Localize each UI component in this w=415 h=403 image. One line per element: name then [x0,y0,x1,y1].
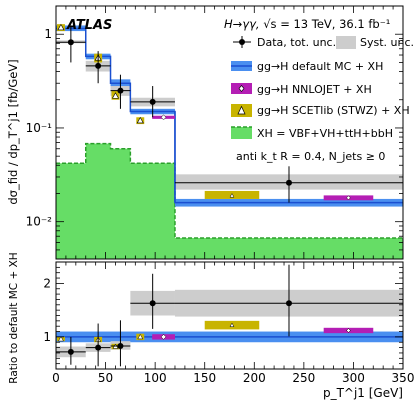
data-point-3 [149,98,156,105]
process-decay: H→γγ, [224,17,260,31]
top-panel: 1 10⁻¹ 10⁻² [26,5,404,260]
experiment-label: ATLAS [66,18,112,33]
ratio-nnlojet-marker [160,334,167,340]
process-lumi: 36.1 fb⁻¹ [339,17,390,31]
y-tick-label-top: 10⁻¹ [26,121,53,135]
y-axis-title-bottom: Ratio to default MC + XH [8,252,20,383]
jet-selection-label: anti k_t R = 0.4, N_jets ≥ 0 [236,150,385,163]
x-tick-label: 350 [392,371,415,385]
legend-label-xh: XH = VBF+VH+ttH+bbH [257,127,393,140]
ratio-data-point-4 [285,300,292,307]
y-tick-label-top: 10⁻² [26,215,53,229]
ratio-scetlib-marker-0 [58,336,64,342]
xh-area [56,143,403,259]
legend-entry-xh: XH = VBF+VH+ttH+bbH [231,126,393,140]
bottom-panel: 0 50 100 150 200 250 300 350 1 2 [43,261,414,385]
ratio-data-point-1 [95,344,102,351]
ratio-data-point-2 [117,342,124,349]
x-axis-title: p_T^j1 [GeV] [323,386,403,400]
legend-entry-syst: Syst. unc. [336,36,414,49]
data-point-1 [95,62,102,69]
x-tick-label: 50 [98,371,113,385]
scetlib-marker-high [229,193,235,198]
legend-entry-default-mc: gg→H default MC + XH [231,60,383,73]
legend: Data, tot. unc. Syst. unc. gg→H default … [231,36,414,140]
y-tick-label-bottom: 2 [43,276,51,290]
y-tick-label-bottom: 1 [43,330,51,344]
legend-label-data: Data, tot. unc. [257,36,336,49]
x-tick-label: 150 [193,371,216,385]
x-tick-label: 100 [144,371,167,385]
ratio-nnlojet-marker-high [346,328,351,333]
x-tick-label: 300 [342,371,365,385]
ratio-data-point-3 [149,300,156,307]
nnlojet-marker-high [346,195,351,201]
ratio-data-point-0 [67,348,74,355]
top-axis-ticks: 1 10⁻¹ 10⁻² [26,5,404,260]
data-point-0 [67,39,74,46]
legend-label-nnlojet: gg→H NNLOJET + XH [257,83,372,96]
top-marks [56,23,403,259]
scetlib-marker-3 [136,116,144,124]
x-tick-label: 0 [52,371,60,385]
legend-entry-nnlojet: gg→H NNLOJET + XH [231,83,372,96]
scetlib-marker-0 [57,23,65,31]
data-point-2 [117,87,124,94]
legend-label-default-mc: gg→H default MC + XH [257,60,383,73]
ratio-marks [56,264,403,367]
process-label: H→γγ, √s = 13 TeV, 36.1 fb⁻¹ [224,17,390,31]
legend-entry-data: Data, tot. unc. [233,36,336,49]
bottom-axis-ticks: 0 50 100 150 200 250 300 350 1 2 [43,262,414,385]
y-axis-title-top: dσ_fid / dp_T^j1 [fb/GeV] [6,59,20,204]
legend-label-scetlib: gg→H SCETlib (STWZ) + XH [257,104,410,117]
process-energy: √s = 13 TeV, [263,17,335,31]
nnlojet-marker [160,114,167,121]
ratio-scetlib-marker-3 [137,333,144,340]
ratio-scetlib-marker-high [229,322,235,327]
y-tick-label-top: 1 [44,27,52,41]
x-tick-label: 250 [292,371,315,385]
data-point-4 [285,179,292,186]
legend-label-syst: Syst. unc. [360,36,414,49]
x-tick-label: 200 [243,371,266,385]
scetlib-marker-2 [111,92,119,99]
legend-entry-scetlib: gg→H SCETlib (STWZ) + XH [231,104,410,117]
